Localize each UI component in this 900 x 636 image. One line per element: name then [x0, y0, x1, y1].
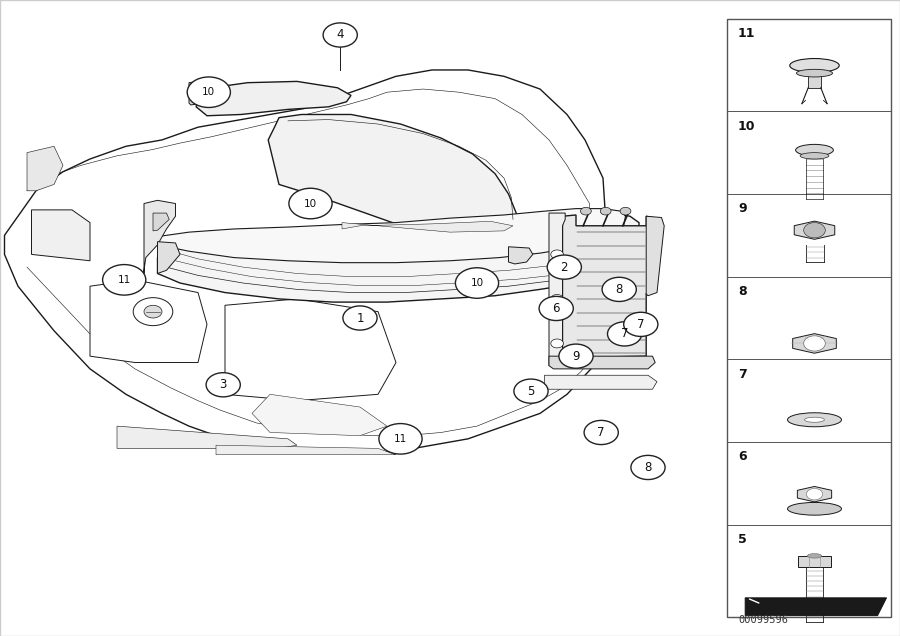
Polygon shape	[225, 299, 396, 401]
Ellipse shape	[805, 417, 824, 422]
Polygon shape	[544, 375, 657, 389]
Text: 00099596: 00099596	[738, 614, 788, 625]
Text: 6: 6	[553, 302, 560, 315]
Text: 7: 7	[621, 328, 628, 340]
Circle shape	[631, 455, 665, 480]
Polygon shape	[158, 242, 180, 273]
Circle shape	[289, 188, 332, 219]
Text: 4: 4	[337, 29, 344, 41]
Circle shape	[551, 339, 563, 348]
Polygon shape	[27, 146, 63, 191]
Circle shape	[804, 223, 825, 238]
Polygon shape	[745, 598, 886, 616]
Circle shape	[187, 77, 230, 107]
Circle shape	[547, 255, 581, 279]
Ellipse shape	[807, 553, 822, 558]
Polygon shape	[252, 394, 387, 436]
Polygon shape	[549, 356, 655, 369]
Circle shape	[624, 312, 658, 336]
Polygon shape	[268, 114, 524, 259]
Circle shape	[133, 298, 173, 326]
Circle shape	[551, 250, 563, 259]
Text: 5: 5	[738, 533, 747, 546]
Circle shape	[343, 306, 377, 330]
Text: 11: 11	[118, 275, 130, 285]
Text: 3: 3	[220, 378, 227, 391]
Polygon shape	[794, 221, 835, 239]
Polygon shape	[508, 247, 533, 264]
Polygon shape	[117, 426, 297, 448]
Bar	[808, 72, 821, 88]
Ellipse shape	[800, 153, 829, 159]
Text: 10: 10	[304, 198, 317, 209]
Circle shape	[580, 207, 591, 215]
Polygon shape	[549, 213, 565, 366]
Text: 9: 9	[572, 350, 580, 363]
Ellipse shape	[788, 502, 842, 515]
Circle shape	[323, 23, 357, 47]
Circle shape	[551, 294, 563, 303]
Polygon shape	[189, 81, 205, 105]
Circle shape	[584, 420, 618, 445]
Text: 5: 5	[527, 385, 535, 398]
Text: 7: 7	[637, 318, 644, 331]
Polygon shape	[196, 81, 351, 116]
Circle shape	[103, 265, 146, 295]
Circle shape	[455, 268, 499, 298]
Ellipse shape	[796, 144, 833, 156]
Text: 8: 8	[644, 461, 652, 474]
Text: 7: 7	[738, 368, 747, 380]
Circle shape	[804, 336, 825, 351]
Text: 10: 10	[471, 278, 483, 288]
Text: 8: 8	[616, 283, 623, 296]
Polygon shape	[562, 215, 652, 364]
Polygon shape	[158, 211, 639, 302]
Polygon shape	[90, 280, 207, 363]
Circle shape	[539, 296, 573, 321]
Circle shape	[600, 207, 611, 215]
Circle shape	[620, 207, 631, 215]
Circle shape	[559, 344, 593, 368]
Circle shape	[602, 277, 636, 301]
Text: 7: 7	[598, 426, 605, 439]
Polygon shape	[216, 445, 396, 455]
Ellipse shape	[790, 59, 839, 73]
Text: 10: 10	[202, 87, 215, 97]
Polygon shape	[646, 216, 664, 296]
Text: 10: 10	[738, 120, 755, 132]
Text: 8: 8	[738, 285, 747, 298]
Polygon shape	[342, 221, 513, 232]
Text: 6: 6	[738, 450, 747, 463]
Polygon shape	[144, 200, 176, 273]
Polygon shape	[793, 334, 836, 353]
Bar	[727, 19, 891, 617]
Polygon shape	[4, 70, 612, 452]
Text: 11: 11	[738, 27, 755, 40]
Circle shape	[806, 488, 823, 500]
Ellipse shape	[796, 69, 832, 77]
Circle shape	[144, 305, 162, 318]
Text: 11: 11	[394, 434, 407, 444]
Text: 2: 2	[561, 261, 568, 273]
Polygon shape	[153, 213, 169, 231]
Polygon shape	[32, 210, 90, 261]
Text: 1: 1	[356, 312, 364, 324]
Text: 9: 9	[738, 202, 747, 215]
Polygon shape	[797, 487, 832, 502]
FancyBboxPatch shape	[798, 556, 831, 567]
Circle shape	[608, 322, 642, 346]
Polygon shape	[158, 209, 626, 263]
Circle shape	[206, 373, 240, 397]
Ellipse shape	[788, 413, 842, 427]
Circle shape	[379, 424, 422, 454]
Circle shape	[514, 379, 548, 403]
